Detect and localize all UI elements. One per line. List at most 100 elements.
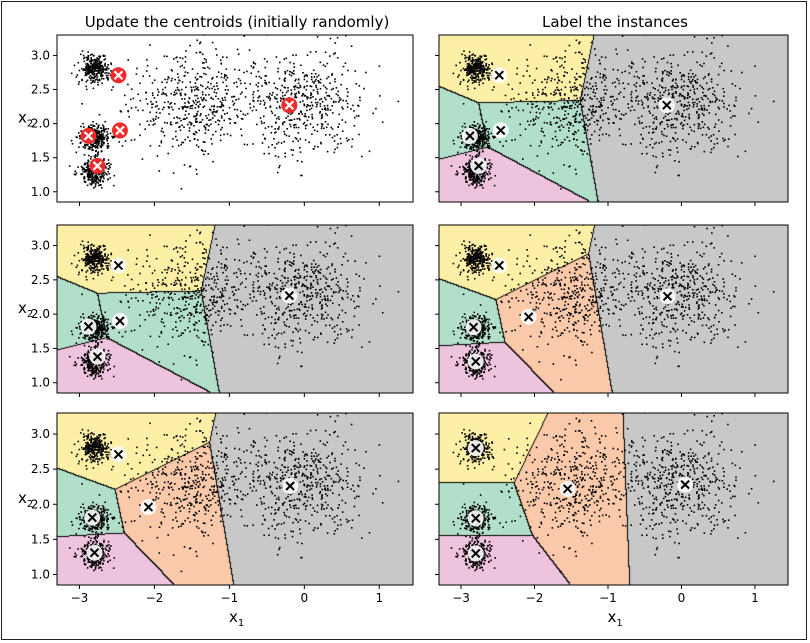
data-point [476, 66, 478, 68]
data-point [464, 167, 467, 170]
data-point [158, 108, 160, 110]
data-point [716, 137, 718, 140]
data-point [466, 85, 469, 88]
data-point [90, 374, 93, 377]
data-point [100, 341, 103, 344]
data-point [171, 145, 174, 148]
data-point [97, 130, 100, 133]
data-point [656, 77, 658, 80]
data-point [201, 289, 203, 291]
data-point [102, 135, 105, 137]
data-point [97, 373, 100, 375]
data-point [101, 69, 104, 72]
data-point [103, 141, 105, 144]
data-point [568, 127, 570, 129]
data-point [203, 125, 205, 127]
data-point [330, 126, 333, 129]
data-point [104, 120, 106, 123]
data-point [474, 145, 477, 148]
data-point [641, 58, 644, 60]
data-point [85, 70, 87, 72]
data-point [93, 77, 96, 79]
data-point [294, 93, 296, 95]
data-point [467, 74, 469, 76]
data-point [683, 98, 686, 100]
data-point [290, 92, 293, 94]
data-point [256, 123, 258, 126]
data-point [469, 126, 471, 129]
data-point [574, 121, 576, 123]
data-point [266, 60, 268, 63]
data-point [316, 103, 318, 106]
data-point [701, 112, 704, 115]
data-point [465, 146, 468, 149]
data-point [478, 145, 480, 147]
data-point [191, 258, 194, 261]
data-point [86, 358, 89, 360]
data-point [101, 82, 103, 85]
data-point [482, 187, 484, 189]
data-point [93, 181, 95, 184]
data-point [130, 88, 133, 90]
data-point [519, 123, 521, 126]
data-point [478, 177, 481, 180]
data-point [331, 105, 333, 107]
data-point [569, 124, 571, 126]
data-point [484, 159, 486, 161]
data-point [508, 59, 510, 61]
data-point [212, 117, 214, 119]
data-point [484, 141, 486, 144]
data-point [191, 107, 193, 110]
data-point [580, 85, 583, 88]
data-point [212, 77, 214, 79]
data-point [588, 108, 590, 111]
data-point [193, 306, 195, 308]
data-point [734, 85, 737, 87]
data-point [98, 135, 100, 138]
data-point [460, 81, 462, 83]
data-point [622, 143, 624, 146]
data-point [101, 124, 104, 126]
data-point [662, 117, 665, 119]
data-point [97, 334, 100, 337]
data-point [471, 184, 474, 186]
data-point [314, 73, 317, 75]
data-point [646, 152, 648, 155]
data-point [96, 249, 99, 251]
data-point [215, 95, 217, 98]
data-point [95, 344, 97, 347]
data-point [135, 106, 137, 109]
data-point [193, 101, 195, 104]
data-point [494, 136, 497, 138]
data-point [200, 121, 202, 123]
data-point [179, 125, 181, 128]
data-point [196, 86, 199, 89]
data-point [95, 177, 98, 180]
data-point [529, 44, 531, 46]
data-point [88, 148, 91, 150]
data-point [467, 166, 469, 168]
data-point [358, 133, 360, 136]
data-point [525, 98, 528, 100]
data-point [83, 126, 85, 128]
data-point [519, 134, 522, 137]
data-point [104, 254, 106, 256]
data-point [315, 98, 317, 101]
data-point [467, 56, 469, 59]
data-point [490, 166, 492, 169]
data-point [107, 358, 109, 361]
data-point [672, 78, 674, 81]
data-point [124, 94, 126, 97]
data-point [563, 93, 566, 96]
data-point [107, 369, 109, 372]
data-point [92, 255, 95, 258]
data-point [92, 363, 95, 366]
data-point [148, 314, 150, 317]
data-point [466, 71, 468, 74]
data-point [220, 115, 223, 117]
data-point [106, 173, 108, 176]
data-point [592, 105, 594, 108]
data-point [81, 173, 84, 175]
data-point [225, 265, 228, 267]
data-point [598, 134, 601, 137]
